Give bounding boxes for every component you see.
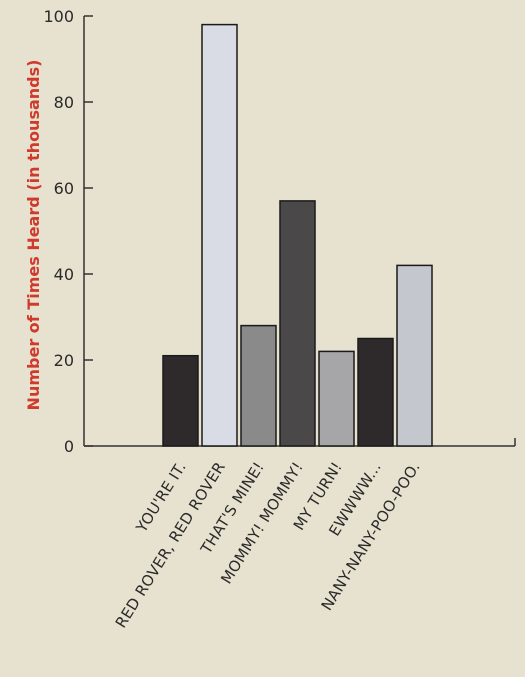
bar (396, 264, 433, 447)
y-axis-ticks: 0 20 40 60 80 100 (43, 7, 93, 456)
y-tick-label: 20 (54, 351, 74, 370)
y-axis-title: Number of Times Heard (in thousands) (24, 60, 43, 411)
bar (240, 324, 277, 447)
bars (162, 23, 433, 447)
y-tick-label: 40 (54, 265, 74, 284)
bar (318, 350, 355, 447)
bar (279, 200, 316, 447)
y-tick-label: 0 (64, 437, 74, 456)
bar (201, 23, 238, 447)
bar (357, 337, 394, 447)
y-tick-label: 100 (43, 7, 74, 26)
y-tick-label: 60 (54, 179, 74, 198)
y-tick-label: 80 (54, 93, 74, 112)
y-axis-title-group: Number of Times Heard (in thousands) (24, 60, 43, 411)
bar (162, 354, 199, 447)
